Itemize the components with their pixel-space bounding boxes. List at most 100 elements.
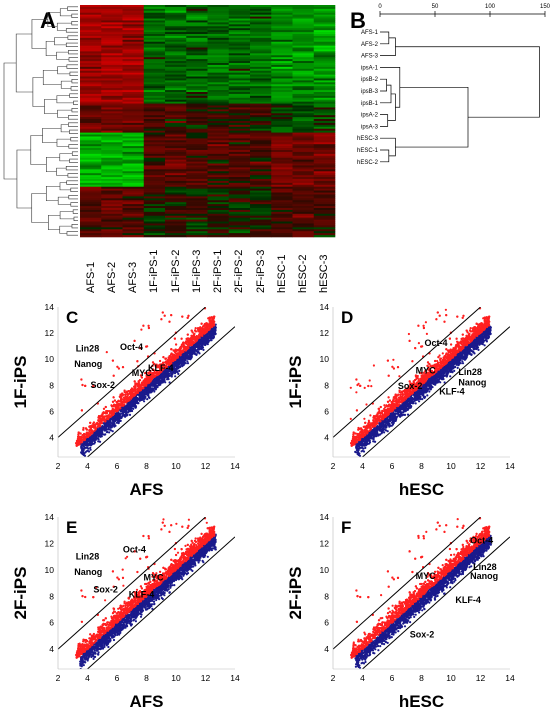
heatmap-cell (165, 171, 187, 174)
dendro-axis-tick: 0 (378, 4, 382, 10)
point-down (183, 355, 186, 358)
heatmap-cell (101, 117, 123, 120)
heatmap-cell (250, 59, 272, 62)
heatmap-cell (250, 215, 272, 218)
heatmap-cell (186, 12, 208, 15)
heatmap-cell (313, 35, 336, 39)
point-down (97, 440, 100, 443)
point-down (122, 410, 125, 413)
heatmap-cell (122, 74, 145, 77)
heatmap-cell (292, 26, 315, 29)
heatmap-cell (228, 153, 251, 157)
heatmap-cell (292, 101, 315, 104)
heatmap-cell (143, 130, 166, 133)
heatmap-cell (292, 107, 315, 110)
heatmap-cell (228, 155, 251, 159)
point-down (130, 399, 133, 402)
heatmap-cell (186, 61, 208, 64)
heatmap-cell (271, 30, 293, 33)
point-down (89, 446, 92, 449)
point-down (129, 410, 132, 413)
dendro-sample-label: ipsA-1 (361, 65, 379, 71)
heatmap-cell (165, 221, 187, 224)
heatmap-cell (165, 82, 187, 85)
heatmap-cell (271, 68, 293, 72)
heatmap-cell (271, 49, 293, 52)
heatmap-cell (207, 117, 230, 120)
point-down (121, 406, 124, 409)
heatmap-cell (292, 66, 315, 70)
heatmap-cell (313, 146, 336, 149)
heatmap-cell (186, 167, 208, 170)
heatmap-cell (271, 209, 293, 213)
heatmap-cell (271, 35, 293, 39)
heatmap-cell (271, 180, 293, 184)
heatmap-cell (313, 51, 336, 54)
heatmap-cell (250, 99, 272, 102)
heatmap-cell (186, 84, 208, 87)
heatmap-cell (228, 86, 251, 89)
point-down (110, 424, 113, 427)
heatmap-cell (122, 206, 145, 209)
condition-label: 2F-iPS-2 (233, 249, 246, 293)
heatmap-cell (80, 182, 102, 186)
heatmap-cell (165, 173, 187, 176)
heatmap-cell (80, 213, 102, 217)
heatmap-cell (228, 206, 251, 209)
heatmap-cell (271, 115, 293, 118)
heatmap-cell (271, 138, 293, 141)
heatmap-cell (228, 167, 251, 170)
heatmap-cell (143, 221, 166, 224)
heatmap-cell (292, 227, 315, 230)
heatmap-cell (250, 153, 272, 157)
heatmap-cell (292, 109, 315, 112)
heatmap-cell (250, 132, 272, 135)
heatmap-cell (186, 109, 208, 112)
heatmap-cell (80, 151, 102, 155)
heatmap-cell (101, 204, 123, 207)
heatmap-cell (207, 161, 230, 164)
heatmap-cell (165, 215, 187, 218)
heatmap-cell (292, 115, 315, 118)
heatmap-cell (165, 204, 187, 207)
point-down (128, 406, 131, 409)
heatmap-cell (122, 165, 145, 168)
heatmap-cell (80, 66, 102, 70)
heatmap-cell (165, 186, 187, 189)
heatmap-cell (80, 200, 102, 203)
point-down (124, 414, 127, 417)
heatmap-cell (313, 219, 336, 222)
heatmap-cell (228, 49, 251, 52)
heatmap-cell (165, 99, 187, 102)
heatmap-cell (143, 227, 166, 230)
point-down (126, 411, 129, 414)
heatmap-cell (313, 66, 336, 70)
heatmap-cell (122, 30, 145, 33)
heatmap-cell (122, 99, 145, 102)
heatmap-cell (186, 121, 208, 124)
heatmap-cell (207, 121, 230, 124)
heatmap-cell (292, 157, 315, 160)
point-down (142, 395, 146, 398)
heatmap-cell (313, 117, 336, 120)
heatmap-cell (250, 221, 272, 224)
heatmap-cell (228, 61, 251, 64)
heatmap-cell (122, 115, 145, 118)
heatmap-cell (80, 202, 102, 205)
point-down (91, 439, 94, 442)
heatmap-cell (207, 8, 230, 12)
point-down (202, 336, 206, 339)
point-down (91, 434, 94, 437)
point-down (214, 331, 217, 334)
heatmap-cell (186, 37, 208, 41)
heatmap-cell (271, 28, 293, 31)
heatmap-cell (250, 74, 272, 77)
heatmap-cell (165, 49, 187, 52)
heatmap-cell (271, 34, 293, 37)
heatmap-cell (186, 206, 208, 209)
heatmap-cell (228, 177, 251, 180)
heatmap-cell (165, 184, 187, 188)
heatmap-cell (165, 107, 187, 110)
heatmap-cell (250, 163, 272, 166)
heatmap-cell (250, 10, 272, 14)
